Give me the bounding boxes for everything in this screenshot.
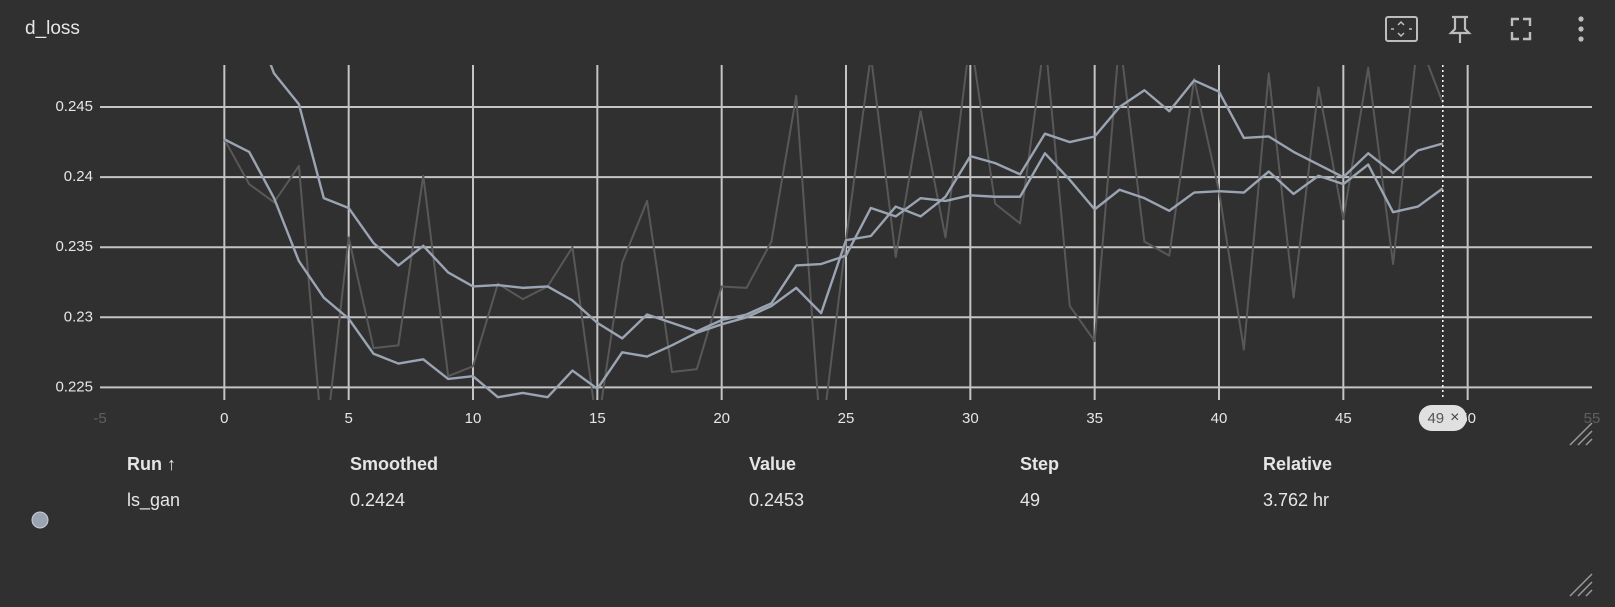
x-tick-label: 35 [1086,410,1103,427]
column-header[interactable]: Run ↑ [127,454,176,474]
column-header: Step [1020,454,1059,474]
table-cell: 0.2453 [749,490,804,510]
x-tick-label: 10 [465,410,482,427]
resize-handle[interactable] [1569,573,1593,597]
run-table: Run ↑ Smoothed Value Step Relative ls_gan 0.24… [127,454,1332,511]
run-color-swatch[interactable] [31,511,49,529]
grid [100,65,1592,400]
hover-close[interactable]: × [1450,409,1459,426]
column-header: Value [749,454,796,474]
y-tick-label: 0.245 [55,98,93,115]
card-title: d_loss [25,18,80,39]
y-tick-label: 0.225 [55,378,93,395]
plot-lines [223,65,1444,400]
resize-handle[interactable] [1569,422,1593,446]
smoothed-line [223,79,1444,399]
x-tick-label: 25 [838,410,855,427]
column-header: Smoothed [350,454,438,474]
y-tick-label: 0.235 [55,238,93,255]
fullscreen-button[interactable] [1510,17,1532,41]
more-menu-button[interactable] [1578,16,1584,42]
table-cell: 3.762 hr [1263,490,1329,510]
axis-labels: 0.225 0.23 0.235 0.24 0.245 -5 0 5 10 15 20 25 30 35 4… [55,65,1600,431]
y-tick-label: 0.24 [64,168,93,185]
x-tick-label: 5 [344,410,352,427]
x-tick-label: 20 [713,410,730,427]
x-tick-label: 40 [1211,410,1228,427]
pin-button[interactable] [1448,15,1472,43]
fit-domain-button[interactable] [1385,16,1418,42]
x-tick-label: 45 [1335,410,1352,427]
table-cell: 49 [1020,490,1040,510]
raw-line [223,65,1444,400]
x-tick-label: 55 [1584,410,1601,427]
y-tick-label: 0.23 [64,308,93,325]
hover-badge[interactable] [1418,405,1467,431]
hover-step-label: 49 [1427,410,1444,427]
table-cell: ls_gan [127,490,180,511]
x-tick-label: 30 [962,410,979,427]
x-tick-label: -5 [93,410,106,427]
column-header: Relative [1263,454,1332,474]
x-tick-label: 15 [589,410,606,427]
x-tick-label: 0 [220,410,228,427]
table-cell: 0.2424 [350,490,405,510]
smoothed-line [269,65,1444,340]
